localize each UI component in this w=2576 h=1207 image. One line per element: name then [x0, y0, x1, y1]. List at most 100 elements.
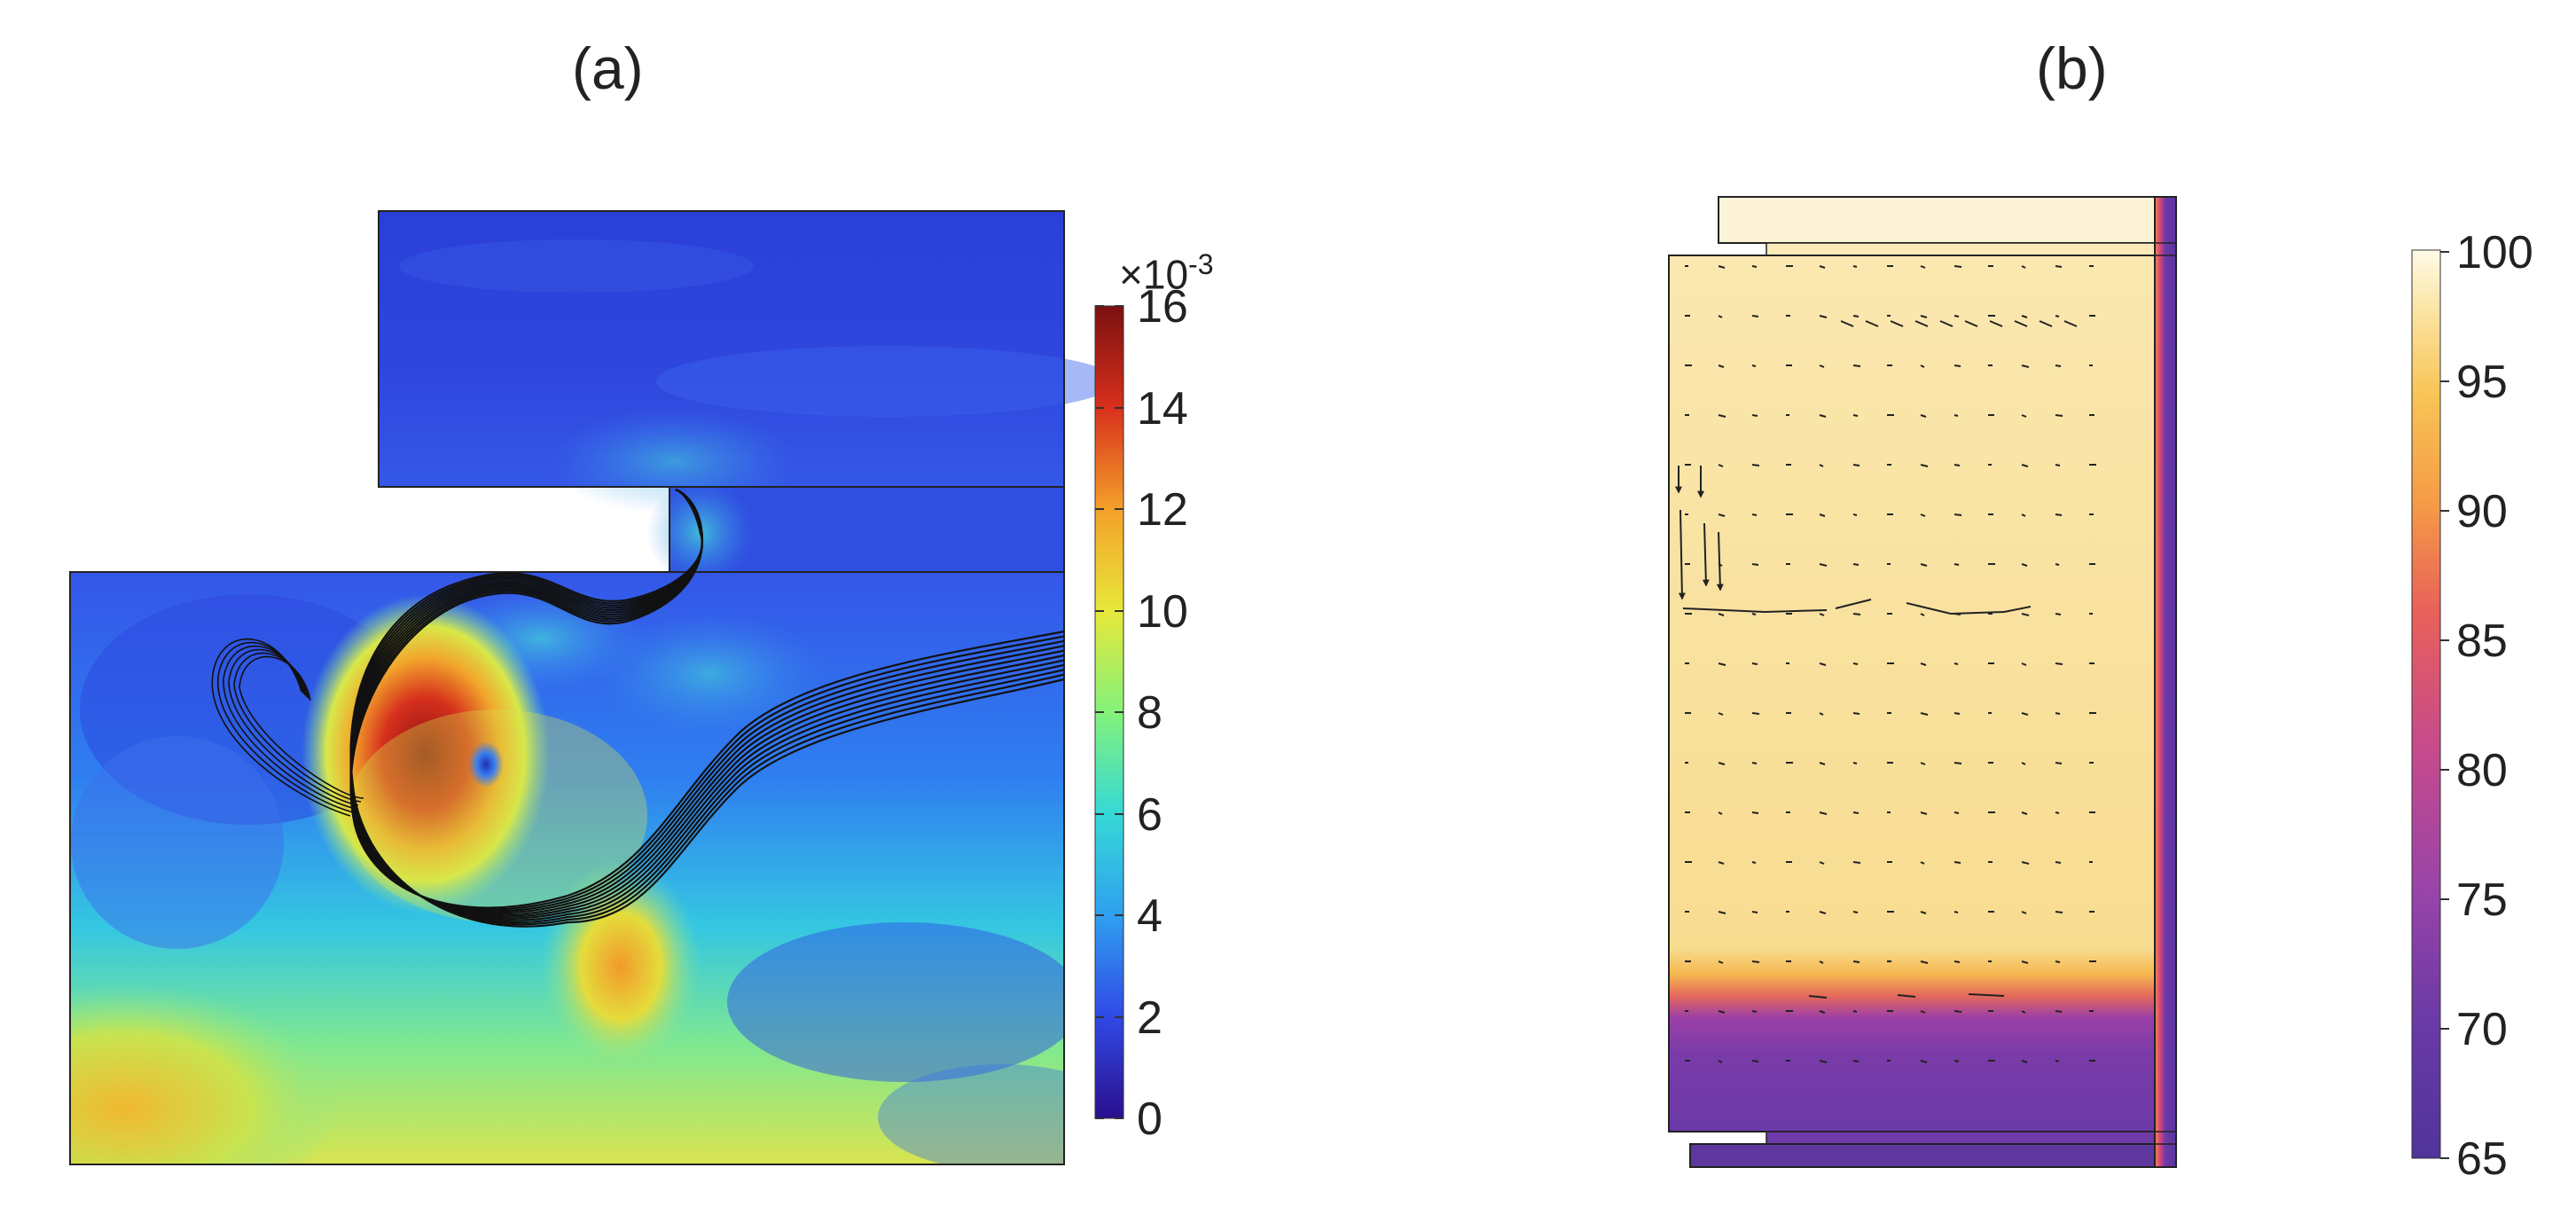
- cbar-b-tick-label: 90: [2456, 486, 2508, 537]
- cbar-a-tick-label: 0: [1137, 1093, 1163, 1145]
- velocity-arrow: [1819, 960, 1824, 964]
- velocity-arrow: [2055, 662, 2063, 665]
- panel-b-label: (b): [2036, 35, 2108, 101]
- velocity-arrow: [1718, 662, 1726, 666]
- velocity-arrow: [2055, 613, 2062, 615]
- velocity-arrow: [1751, 315, 1759, 317]
- velocity-arrow: [1920, 315, 1928, 318]
- cbar-a-tick-label: 12: [1137, 484, 1188, 536]
- velocity-arrow: [1819, 1010, 1826, 1014]
- velocity-arrow: [1852, 861, 1861, 864]
- streamline: [349, 488, 1065, 928]
- velocity-arrow: [1808, 995, 1828, 999]
- velocity-arrow: [1819, 364, 1825, 368]
- velocity-arrow: [1718, 1010, 1726, 1014]
- velocity-arrow: [2021, 364, 2030, 368]
- velocity-arrow: [1920, 613, 1925, 616]
- velocity-arrow: [1954, 364, 1961, 367]
- velocity-arrow: [2055, 513, 2063, 516]
- streamline: [217, 641, 354, 813]
- velocity-arrow: [1954, 563, 1960, 566]
- velocity-arrow: [2021, 960, 2029, 964]
- velocity-arrow: [1954, 1010, 1962, 1013]
- velocity-arrow: [1906, 602, 1952, 615]
- velocity-arrow: [1819, 513, 1826, 517]
- velocity-arrow: [1840, 320, 1854, 327]
- velocity-arrow: [2021, 414, 2027, 418]
- velocity-arrow: [1852, 911, 1859, 913]
- velocity-arrow: [1852, 315, 1860, 317]
- velocity-arrow: [1751, 613, 1757, 615]
- velocity-arrow: [1920, 1060, 1928, 1063]
- velocity-arrow: [2021, 1010, 2026, 1014]
- velocity-arrow: [1718, 960, 1724, 964]
- velocity-arrow: [1920, 811, 1928, 815]
- velocity-arrow: [1718, 315, 1723, 318]
- cbar-a-tick-label: 10: [1137, 586, 1188, 638]
- velocity-arrow: [1819, 911, 1827, 914]
- velocity-arrow: [2021, 265, 2026, 269]
- velocity-arrow: [1751, 762, 1758, 764]
- velocity-arrow: [1678, 509, 1686, 600]
- cbar-a-tick-label: 2: [1137, 992, 1163, 1044]
- velocity-arrow: [1819, 861, 1825, 865]
- velocity-arrow: [2055, 911, 2063, 913]
- velocity-arrow: [2021, 911, 2027, 914]
- velocity-arrow: [1954, 1060, 1960, 1062]
- cbar-b-tick-label: 100: [2456, 227, 2533, 278]
- velocity-arrow: [1751, 1060, 1759, 1062]
- velocity-arrow: [1920, 513, 1926, 517]
- streamline: [211, 638, 351, 817]
- streamline: [228, 648, 359, 806]
- velocity-arrow: [1920, 662, 1927, 666]
- velocity-arrow: [1852, 414, 1859, 417]
- velocity-arrow: [1718, 762, 1726, 765]
- velocity-arrow: [1852, 811, 1860, 814]
- velocity-arrow: [1751, 662, 1758, 665]
- velocity-arrow: [2021, 861, 2030, 865]
- velocity-arrow: [1852, 1060, 1860, 1062]
- panel-b-main-body: [1668, 255, 2156, 1133]
- velocity-arrow: [1819, 563, 1828, 567]
- velocity-arrow: [1897, 994, 1916, 998]
- velocity-arrow: [1819, 315, 1828, 318]
- velocity-arrow: [1764, 609, 1828, 613]
- velocity-arrow: [2021, 712, 2029, 716]
- velocity-arrow: [1751, 364, 1757, 367]
- cbar-a-tick-label: 4: [1137, 890, 1163, 942]
- velocity-arrow: [2055, 414, 2063, 417]
- velocity-arrow: [2021, 563, 2028, 567]
- panel-a-streamlines: [211, 488, 1065, 928]
- velocity-arrow: [1954, 811, 1960, 814]
- velocity-arrow: [1890, 320, 1904, 327]
- velocity-arrow: [1751, 414, 1758, 417]
- panel-a-plot: [69, 210, 1124, 1165]
- velocity-arrow: [2021, 513, 2026, 517]
- cbar-b-tick-label: 85: [2456, 615, 2508, 667]
- velocity-arrow: [1751, 811, 1759, 814]
- velocity-arrow: [1920, 464, 1929, 467]
- velocity-arrow: [1954, 712, 1961, 715]
- velocity-arrow: [2055, 265, 2063, 268]
- velocity-arrow: [2055, 712, 2061, 715]
- velocity-arrow: [1718, 364, 1725, 368]
- velocity-arrow: [1718, 811, 1723, 815]
- velocity-arrow: [1920, 712, 1929, 716]
- panel-b-bottom-cap: [1689, 1143, 2177, 1168]
- velocity-arrow: [2055, 861, 2062, 864]
- cbar-b-tick-label: 95: [2456, 357, 2508, 408]
- velocity-arrow: [1964, 320, 1978, 327]
- velocity-arrow: [1751, 861, 1757, 864]
- velocity-arrow: [1718, 464, 1724, 467]
- velocity-arrow: [1954, 861, 1961, 864]
- cbar-b-tick-label: 65: [2456, 1133, 2508, 1185]
- velocity-arrow: [1954, 513, 1962, 516]
- velocity-arrow: [1852, 613, 1861, 615]
- velocity-arrow: [1819, 414, 1827, 418]
- velocity-arrow: [1920, 364, 1925, 368]
- velocity-arrow: [2039, 320, 2053, 327]
- velocity-arrow: [1865, 320, 1879, 327]
- velocity-arrow: [1954, 960, 1961, 963]
- velocity-arrow: [1968, 993, 2005, 997]
- velocity-arrow: [2021, 315, 2028, 318]
